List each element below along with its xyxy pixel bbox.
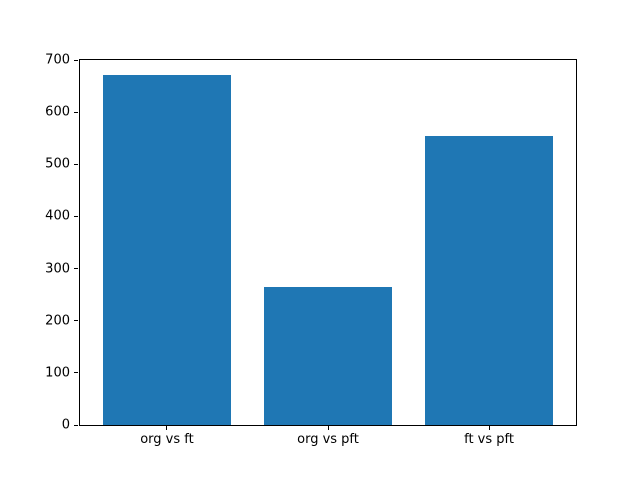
x-tick-label-org-vs-ft: org vs ft — [140, 432, 194, 447]
y-tick-label-700: 700 — [45, 52, 70, 68]
bar-org-vs-ft — [102, 74, 232, 425]
y-tick-mark-300 — [74, 268, 78, 270]
x-tick-mark-org-vs-pft — [327, 426, 329, 430]
y-tick-mark-0 — [74, 424, 78, 426]
y-tick-label-0: 0 — [61, 417, 70, 433]
y-tick-label-400: 400 — [45, 208, 70, 224]
y-tick-mark-200 — [74, 320, 78, 322]
x-tick-mark-ft-vs-pft — [488, 426, 490, 430]
x-tick-label-org-vs-pft: org vs pft — [297, 432, 359, 447]
y-tick-mark-400 — [74, 215, 78, 217]
y-tick-mark-100 — [74, 372, 78, 374]
y-tick-label-500: 500 — [45, 156, 70, 172]
y-tick-label-100: 100 — [45, 365, 70, 381]
y-tick-mark-600 — [74, 111, 78, 113]
plot-area: 0 100 200 300 400 500 600 700 org vs ft org vs pf… — [45, 54, 577, 447]
bar-org-vs-pft — [263, 286, 393, 425]
y-tick-mark-500 — [74, 163, 78, 165]
x-tick-mark-org-vs-ft — [166, 426, 168, 430]
bar-ft-vs-pft — [424, 136, 554, 425]
x-tick-label-ft-vs-pft: ft vs pft — [464, 432, 514, 447]
y-tick-label-200: 200 — [45, 313, 70, 329]
y-tick-mark-700 — [74, 59, 78, 61]
y-tick-label-600: 600 — [45, 104, 70, 120]
y-tick-label-300: 300 — [45, 261, 70, 277]
